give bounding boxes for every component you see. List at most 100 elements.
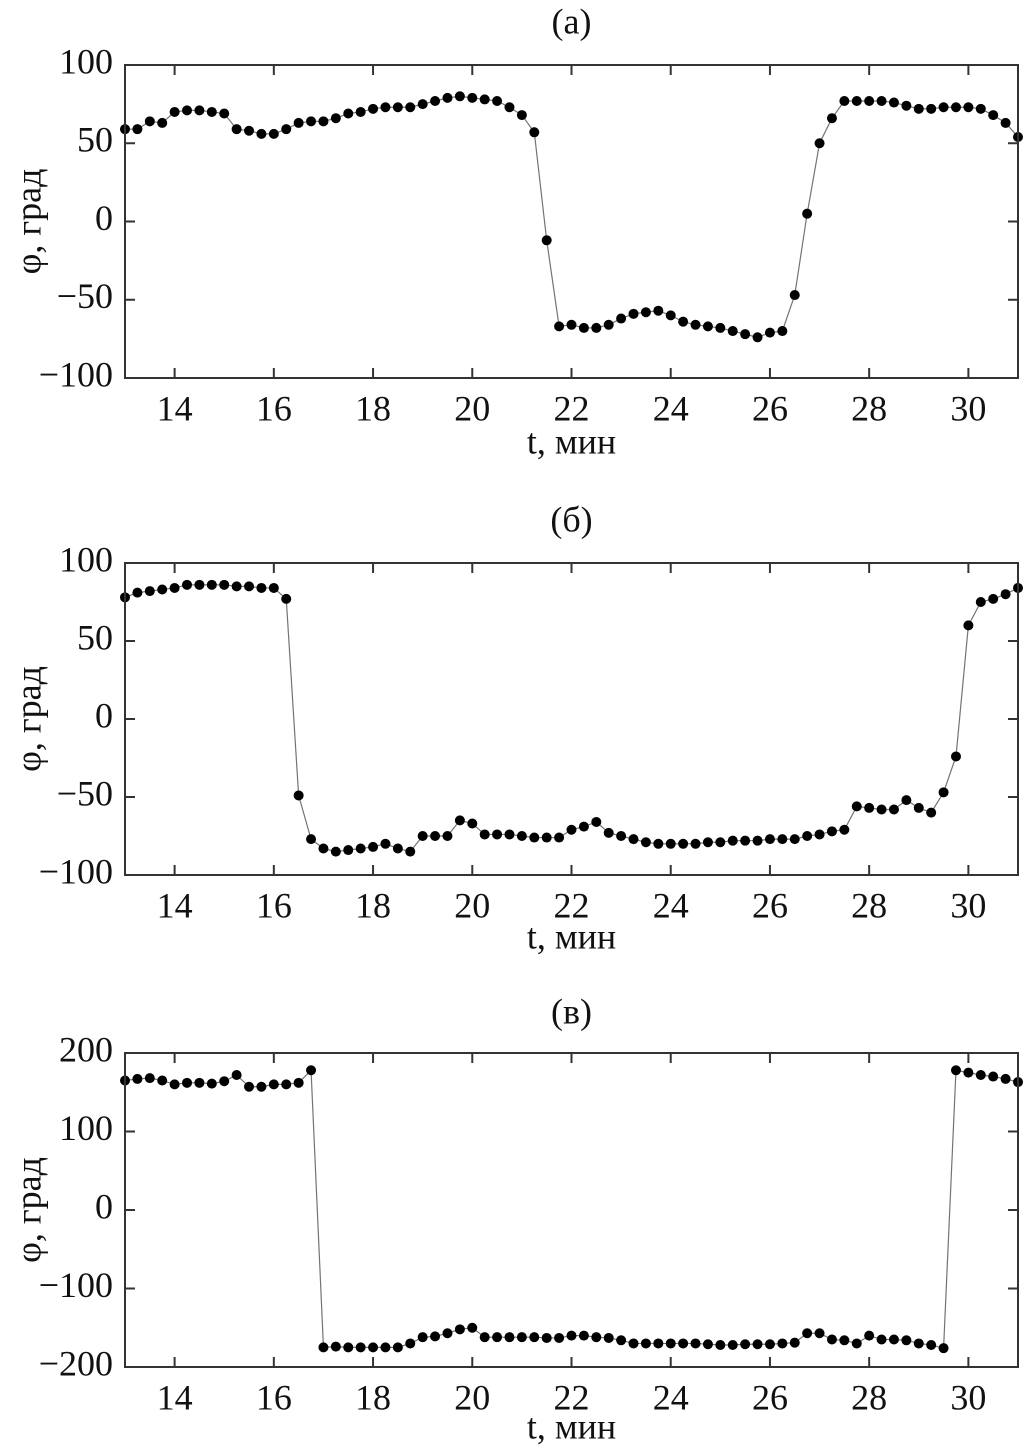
subplot-title: (в) [551,991,592,1031]
data-point [591,1332,602,1343]
x-tick-label: 14 [157,885,193,925]
x-tick-label: 16 [256,388,292,428]
data-point [157,1075,168,1086]
data-point [554,832,565,843]
data-point [591,816,602,827]
data-point [268,582,279,593]
plot-frame [124,64,1019,379]
data-point [715,837,726,848]
data-point [430,1331,441,1342]
x-tick-label: 20 [454,1377,490,1417]
data-point [442,92,453,103]
subplot: (б) t, мин φ, град 14 16 18 20 22 24 26 28 30 −100 −5… [8,499,1023,956]
data-point [888,1334,899,1345]
data-point [727,835,738,846]
data-point [392,843,403,854]
x-tick-label: 24 [653,388,689,428]
data-point [306,1065,317,1076]
data-point [206,106,217,117]
x-tick-label: 24 [653,1377,689,1417]
data-point [702,321,713,332]
data-point [219,1076,230,1087]
y-tick-label: 0 [95,1186,113,1226]
data-point [826,113,837,124]
y-tick-label: −50 [57,276,113,316]
x-tick-label: 14 [157,388,193,428]
data-point [368,841,379,852]
y-tick-label: 50 [77,120,113,160]
data-point [740,1339,751,1350]
data-point [938,1343,949,1354]
data-point [504,829,515,840]
data-point [492,829,503,840]
data-point [194,105,205,116]
data-point [665,310,676,321]
x-tick-label: 28 [851,885,887,925]
data-point [467,92,478,103]
data-point [566,319,577,330]
y-tick-label: 200 [59,1029,113,1069]
data-point [690,1338,701,1349]
data-point [516,831,527,841]
data-point [454,91,465,102]
data-point [318,1342,329,1353]
data-point [554,321,565,332]
data-point [752,835,763,846]
data-point [144,116,155,127]
data-point [901,1335,912,1346]
data-point [777,834,788,845]
data-point [417,1332,428,1343]
data-point [1000,117,1011,128]
data-point [430,831,441,841]
data-point [789,834,800,845]
data-point [368,1342,379,1353]
data-point [566,824,577,835]
data-point [442,1328,453,1339]
data-point [802,831,813,841]
data-point [839,824,850,835]
data-point [591,322,602,333]
data-point [926,1340,937,1351]
data-point [182,105,193,116]
data-point [169,582,180,593]
data-point [901,795,912,806]
data-point [368,103,379,114]
data-point [839,1335,850,1346]
data-point [566,1330,577,1341]
x-tick-label: 22 [554,1377,590,1417]
data-point [554,1332,565,1343]
data-point [479,829,490,840]
data-point [690,319,701,330]
data-point [219,579,230,590]
y-axis-label: φ, град [8,169,48,275]
data-point [318,843,329,854]
data-point [616,1335,627,1346]
x-tick-label: 18 [355,885,391,925]
y-tick-label: −100 [39,354,113,394]
data-point [244,581,255,592]
data-point [231,1069,242,1080]
data-point [864,802,875,813]
x-tick-label: 30 [950,1377,986,1417]
data-point [888,804,899,815]
data-point [231,581,242,592]
data-point [219,108,230,119]
data-point [206,1078,217,1089]
x-tick-label: 16 [256,1377,292,1417]
x-tick-label: 18 [355,388,391,428]
y-tick-label: 100 [59,1108,113,1148]
data-point [802,1328,813,1339]
data-point [678,316,689,327]
data-point [157,584,168,595]
data-point [752,1339,763,1350]
data-point [665,838,676,849]
data-point [392,102,403,113]
data-point [169,106,180,117]
x-tick-label: 26 [752,885,788,925]
data-point [157,117,168,128]
data-point [603,1332,614,1343]
y-axis-label: φ, град [8,666,48,772]
x-tick-label: 22 [554,388,590,428]
data-point [913,1338,924,1349]
data-point [814,1328,825,1339]
